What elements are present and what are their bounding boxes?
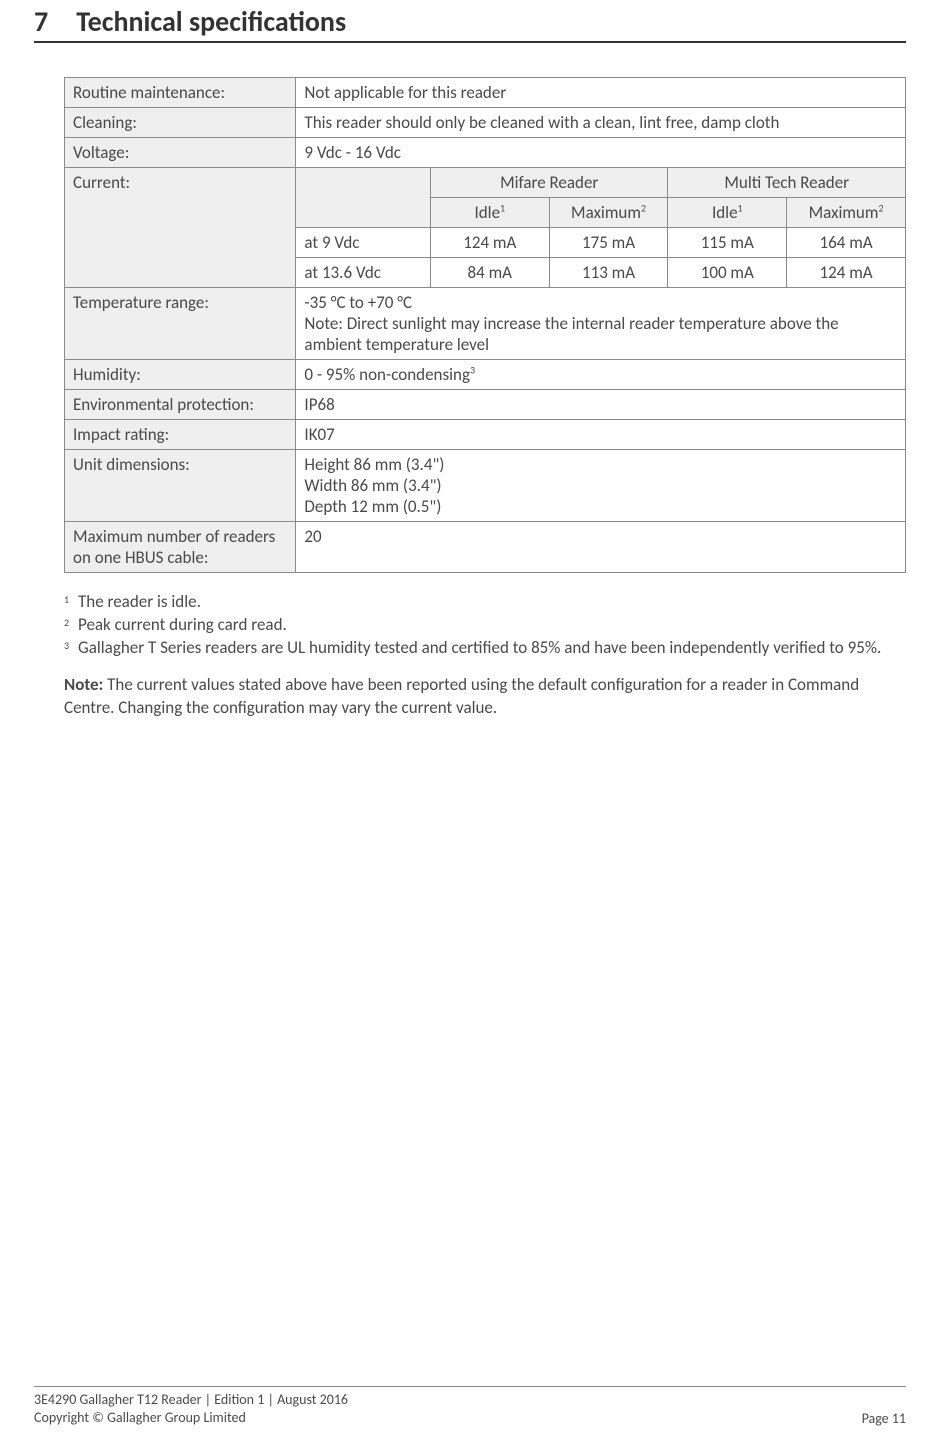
footnote-text: Peak current during card read. <box>78 614 906 637</box>
cell-value: -35 °C to +70 °C Note: Direct sunlight m… <box>296 288 906 360</box>
footer-page-number: Page 11 <box>862 1410 906 1427</box>
table-row: Voltage: 9 Vdc - 16 Vdc <box>65 138 906 168</box>
table-row: Routine maintenance: Not applicable for … <box>65 78 906 108</box>
note-paragraph: Note: The current values stated above ha… <box>64 674 906 720</box>
cell-value: 84 mA <box>430 258 549 288</box>
table-row: Cleaning: This reader should only be cle… <box>65 108 906 138</box>
footnote: 3 Gallagher T Series readers are UL humi… <box>64 637 906 660</box>
footnote-number: 3 <box>64 637 78 653</box>
spec-table: Routine maintenance: Not applicable for … <box>64 77 906 573</box>
cell-sublabel: at 13.6 Vdc <box>296 258 431 288</box>
cell-label: Impact rating: <box>65 420 296 450</box>
table-row: Maximum number of readers on one HBUS ca… <box>65 522 906 573</box>
footnote-number: 2 <box>64 614 78 630</box>
footnotes: 1 The reader is idle. 2 Peak current dur… <box>64 591 906 660</box>
cell-value: 113 mA <box>549 258 668 288</box>
cell-value: IK07 <box>296 420 906 450</box>
footer-left: 3E4290 Gallagher T12 Reader | Edition 1 … <box>34 1391 348 1427</box>
cell-value: 124 mA <box>787 258 906 288</box>
cell-label: Unit dimensions: <box>65 450 296 522</box>
cell-subheader: Idle1 <box>668 198 787 228</box>
cell-sublabel: at 9 Vdc <box>296 228 431 258</box>
footnote: 1 The reader is idle. <box>64 591 906 614</box>
footnote-text: Gallagher T Series readers are UL humidi… <box>78 637 906 660</box>
note-text: The current values stated above have bee… <box>64 674 859 718</box>
page-footer: 3E4290 Gallagher T12 Reader | Edition 1 … <box>34 1386 906 1427</box>
cell-value: 164 mA <box>787 228 906 258</box>
cell-value: This reader should only be cleaned with … <box>296 108 906 138</box>
cell-value: Not applicable for this reader <box>296 78 906 108</box>
cell-value: IP68 <box>296 390 906 420</box>
footer-copyright: Copyright © Gallagher Group Limited <box>34 1409 348 1427</box>
section-number: 7 <box>34 4 48 39</box>
cell-subheader: Idle1 <box>430 198 549 228</box>
cell-value: 0 - 95% non-condensing3 <box>296 360 906 390</box>
cell-value: 124 mA <box>430 228 549 258</box>
cell-header: Mifare Reader <box>430 168 668 198</box>
cell-header: Multi Tech Reader <box>668 168 906 198</box>
table-row: Environmental protection: IP68 <box>65 390 906 420</box>
cell-value: Height 86 mm (3.4") Width 86 mm (3.4") D… <box>296 450 906 522</box>
cell-value: 175 mA <box>549 228 668 258</box>
cell-value: 9 Vdc - 16 Vdc <box>296 138 906 168</box>
section-header: 7 Technical specifications <box>34 4 906 43</box>
section-title: Technical specifications <box>76 4 346 39</box>
cell-label: Temperature range: <box>65 288 296 360</box>
cell-spacer <box>296 168 431 228</box>
footnote-text: The reader is idle. <box>78 591 906 614</box>
table-row: Current: Mifare Reader Multi Tech Reader <box>65 168 906 198</box>
table-row: Humidity: 0 - 95% non-condensing3 <box>65 360 906 390</box>
table-row: Impact rating: IK07 <box>65 420 906 450</box>
footer-doc-id: 3E4290 Gallagher T12 Reader | Edition 1 … <box>34 1391 348 1409</box>
cell-value: 115 mA <box>668 228 787 258</box>
footnote: 2 Peak current during card read. <box>64 614 906 637</box>
footnote-number: 1 <box>64 591 78 607</box>
cell-subheader: Maximum2 <box>549 198 668 228</box>
cell-value: 100 mA <box>668 258 787 288</box>
cell-label: Environmental protection: <box>65 390 296 420</box>
cell-label: Voltage: <box>65 138 296 168</box>
cell-label: Maximum number of readers on one HBUS ca… <box>65 522 296 573</box>
note-bold: Note: <box>64 674 103 695</box>
cell-subheader: Maximum2 <box>787 198 906 228</box>
table-row: Temperature range: -35 °C to +70 °C Note… <box>65 288 906 360</box>
cell-label: Cleaning: <box>65 108 296 138</box>
cell-label: Routine maintenance: <box>65 78 296 108</box>
cell-value: 20 <box>296 522 906 573</box>
cell-label: Humidity: <box>65 360 296 390</box>
cell-label: Current: <box>65 168 296 288</box>
table-row: Unit dimensions: Height 86 mm (3.4") Wid… <box>65 450 906 522</box>
